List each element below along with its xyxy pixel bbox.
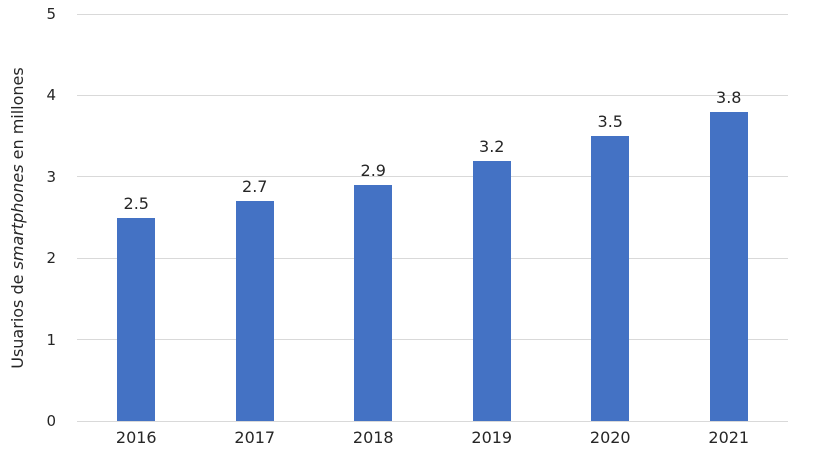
- y-gridline: [77, 339, 788, 341]
- bar-2016: [117, 217, 156, 421]
- x-tick-label: 2018: [352, 428, 394, 447]
- x-tick-label: 2020: [589, 428, 631, 447]
- y-gridline: [77, 176, 788, 178]
- x-tick-label: 2017: [234, 428, 276, 447]
- bar-2018: [354, 184, 393, 421]
- y-tick-label: 3: [46, 167, 56, 186]
- y-tick-label: 1: [46, 330, 56, 349]
- y-axis-title-suffix: en millones: [8, 67, 27, 165]
- x-tick-label: 2021: [708, 428, 750, 447]
- bar-2021: [709, 111, 748, 421]
- bar-value-label: 3.5: [597, 112, 623, 132]
- bar-value-label: 3.2: [479, 136, 505, 156]
- x-axis-line: [77, 420, 788, 422]
- bar-value-label: 2.9: [360, 160, 386, 180]
- bar-2017: [235, 201, 274, 421]
- y-gridline: [77, 94, 788, 96]
- bar-value-label: 3.8: [716, 87, 742, 107]
- bar-2019: [472, 160, 511, 421]
- y-axis-title-prefix: Usuarios de: [8, 269, 27, 369]
- bar-2020: [591, 136, 630, 421]
- bar-value-label: 2.5: [123, 193, 149, 213]
- y-axis-title: Usuarios de smartphones en millones: [8, 13, 28, 423]
- y-gridline: [77, 257, 788, 259]
- y-tick-label: 5: [46, 5, 56, 23]
- y-gridline: [77, 13, 788, 15]
- y-tick-label: 4: [46, 86, 56, 105]
- bar-value-label: 2.7: [242, 177, 268, 197]
- y-tick-label: 0: [46, 412, 56, 430]
- x-tick-label: 2016: [115, 428, 157, 447]
- y-tick-label: 2: [46, 249, 56, 268]
- x-tick-label: 2019: [471, 428, 513, 447]
